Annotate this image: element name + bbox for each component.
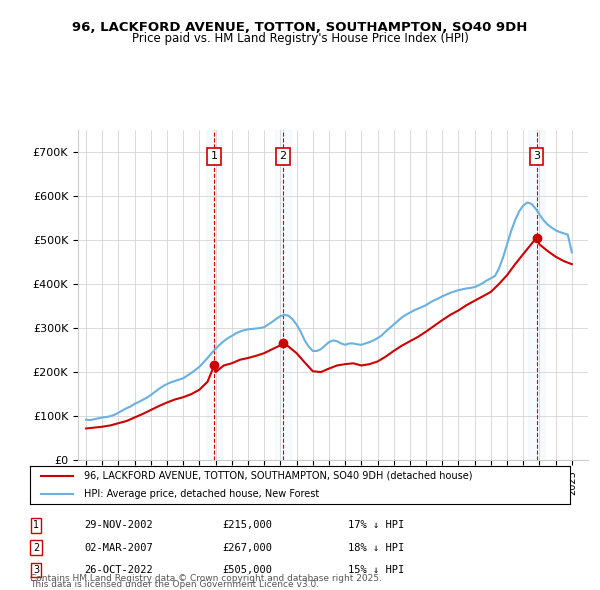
Text: 1: 1 [211,151,218,161]
Text: 3: 3 [33,565,39,575]
Text: Price paid vs. HM Land Registry's House Price Index (HPI): Price paid vs. HM Land Registry's House … [131,32,469,45]
Text: 02-MAR-2007: 02-MAR-2007 [84,543,153,552]
Text: This data is licensed under the Open Government Licence v3.0.: This data is licensed under the Open Gov… [30,581,319,589]
Text: 3: 3 [533,151,540,161]
Bar [206,130,222,460]
Text: 17% ↓ HPI: 17% ↓ HPI [348,520,404,530]
Text: 2: 2 [280,151,287,161]
Text: 1: 1 [33,520,39,530]
Text: 18% ↓ HPI: 18% ↓ HPI [348,543,404,552]
Text: HPI: Average price, detached house, New Forest: HPI: Average price, detached house, New … [84,489,319,499]
Text: 96, LACKFORD AVENUE, TOTTON, SOUTHAMPTON, SO40 9DH: 96, LACKFORD AVENUE, TOTTON, SOUTHAMPTON… [73,21,527,34]
Text: £267,000: £267,000 [222,543,272,552]
Text: 15% ↓ HPI: 15% ↓ HPI [348,565,404,575]
Text: £505,000: £505,000 [222,565,272,575]
Text: 96, LACKFORD AVENUE, TOTTON, SOUTHAMPTON, SO40 9DH (detached house): 96, LACKFORD AVENUE, TOTTON, SOUTHAMPTON… [84,471,473,481]
Text: Contains HM Land Registry data © Crown copyright and database right 2025.: Contains HM Land Registry data © Crown c… [30,574,382,583]
Bar [275,130,291,460]
Text: £215,000: £215,000 [222,520,272,530]
Text: 29-NOV-2002: 29-NOV-2002 [84,520,153,530]
Text: 2: 2 [33,543,39,552]
Bar [529,130,545,460]
Text: 26-OCT-2022: 26-OCT-2022 [84,565,153,575]
